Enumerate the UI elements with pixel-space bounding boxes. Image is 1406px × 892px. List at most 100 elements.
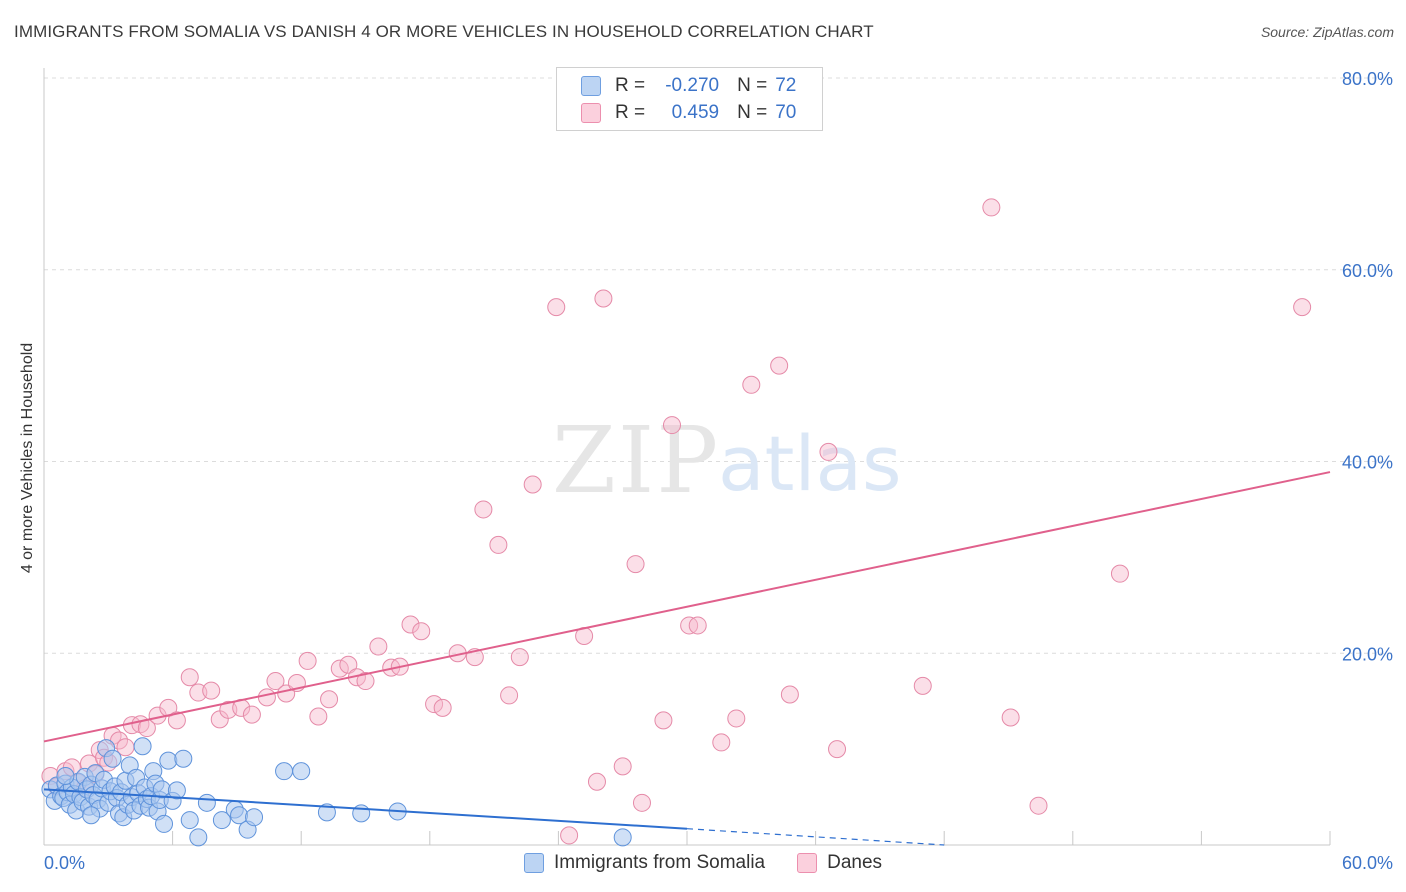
danes-point: [1001, 708, 1020, 727]
danes-point: [913, 676, 932, 695]
somalia-point: [167, 781, 186, 800]
danes-point: [712, 733, 731, 752]
chart-title: IMMIGRANTS FROM SOMALIA VS DANISH 4 OR M…: [14, 22, 874, 41]
danes-point: [401, 615, 420, 634]
somalia-point: [133, 737, 152, 756]
r-label: R =: [615, 102, 646, 123]
danes-point: [727, 709, 746, 728]
danes-point: [742, 375, 761, 394]
x-tick-label: 0.0%: [44, 853, 85, 873]
source-label: Source: ZipAtlas.com: [1260, 24, 1394, 40]
legend-swatch-blue: [523, 853, 544, 873]
somalia-point: [159, 751, 178, 770]
legend-item-somalia[interactable]: Immigrants from Somalia: [523, 852, 766, 874]
somalia-point: [245, 808, 264, 827]
stats-legend: R = -0.270 N = 72 R = 0.459 N = 70: [556, 67, 823, 131]
danes-point: [828, 740, 847, 759]
danes-point: [662, 416, 681, 435]
legend-swatch-pink: [581, 103, 601, 123]
danes-point: [1293, 298, 1312, 317]
danes-point: [613, 757, 632, 776]
watermark-zip: ZIP: [552, 407, 720, 514]
y-tick-label: 40.0%: [1342, 453, 1393, 473]
legend-item-danes[interactable]: Danes: [797, 852, 882, 874]
danes-point: [523, 475, 542, 494]
somalia-trend-extension: [686, 828, 945, 846]
y-tick-label: 60.0%: [1342, 261, 1393, 281]
somalia-point: [275, 762, 294, 781]
somalia-point: [212, 811, 231, 830]
danes-point: [330, 659, 349, 678]
danes-point: [180, 668, 199, 687]
trend-lines: [43, 471, 1331, 846]
n-label: N =: [737, 75, 768, 96]
r-value: 0.459: [671, 102, 720, 123]
danes-point: [298, 651, 317, 670]
n-label: N =: [737, 102, 768, 123]
danes-point: [412, 622, 431, 641]
danes-point: [587, 772, 606, 791]
gridlines: [44, 77, 1393, 654]
n-value: 70: [775, 102, 797, 123]
y-axis-label: 4 or more Vehicles in Household: [19, 342, 36, 574]
danes-point: [626, 555, 645, 574]
somalia-point: [56, 766, 75, 785]
tick-labels: 20.0% 40.0% 60.0% 80.0% 0.0% 60.0%: [44, 69, 1393, 873]
somalia-point: [352, 804, 371, 823]
danes-point: [433, 698, 452, 717]
danes-point: [339, 655, 358, 674]
danes-point: [489, 535, 508, 554]
danes-point: [632, 793, 651, 812]
legend-swatch-pink: [797, 853, 818, 873]
somalia-point: [317, 803, 336, 822]
danes-point: [242, 705, 261, 724]
danes-point: [1029, 796, 1048, 815]
danes-point: [167, 711, 186, 730]
y-tick-label: 80.0%: [1342, 69, 1393, 89]
legend-label: Danes: [827, 852, 883, 873]
danes-point: [309, 707, 328, 726]
x-tick-label: 60.0%: [1342, 853, 1393, 873]
danes-point: [560, 826, 579, 845]
danes-point: [770, 356, 789, 375]
somalia-point: [189, 828, 208, 847]
danes-point: [1110, 564, 1129, 583]
danes-point: [425, 695, 444, 714]
danes-point: [819, 442, 838, 461]
somalia-trend-line: [43, 788, 688, 830]
danes-point: [474, 500, 493, 519]
danes-point: [780, 685, 799, 704]
danes-point: [202, 681, 221, 700]
stats-legend-row-somalia: R = -0.270 N = 72: [581, 74, 796, 98]
danes-point: [320, 690, 339, 709]
series-legend: Immigrants from Somalia Danes: [0, 852, 1406, 874]
r-value: -0.270: [665, 75, 720, 96]
somalia-point: [197, 793, 216, 812]
somalia-point: [103, 749, 122, 768]
legend-swatch-blue: [581, 76, 601, 96]
danes-point: [369, 637, 388, 656]
danes-point: [982, 198, 1001, 217]
somalia-point: [180, 811, 199, 830]
y-tick-label: 20.0%: [1342, 644, 1393, 664]
somalia-point: [292, 762, 311, 781]
somalia-point: [82, 806, 101, 825]
danes-point: [266, 672, 285, 691]
danes-points: [41, 198, 1312, 845]
somalia-point: [613, 828, 632, 847]
danes-point: [688, 616, 707, 635]
r-label: R =: [615, 75, 646, 96]
somalia-point: [155, 814, 174, 833]
axes: [43, 68, 1331, 846]
somalia-point: [174, 749, 193, 768]
danes-point: [257, 688, 276, 707]
legend-label: Immigrants from Somalia: [553, 852, 766, 873]
n-value: 72: [775, 75, 797, 96]
danes-point: [356, 672, 375, 691]
danes-point: [547, 298, 566, 317]
danes-trend-line: [43, 471, 1331, 743]
stats-legend-row-danes: R = 0.459 N = 70: [581, 101, 796, 125]
watermark-atlas: atlas: [718, 419, 902, 508]
danes-point: [500, 686, 519, 705]
